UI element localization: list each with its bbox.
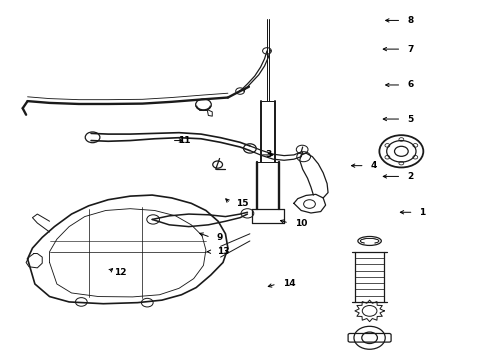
Text: 12: 12 bbox=[114, 268, 126, 277]
Text: 3: 3 bbox=[266, 150, 272, 159]
Text: 7: 7 bbox=[407, 45, 414, 54]
Text: 6: 6 bbox=[407, 81, 414, 90]
Text: 14: 14 bbox=[283, 279, 295, 288]
Text: 4: 4 bbox=[370, 161, 377, 170]
Text: 11: 11 bbox=[177, 136, 190, 145]
Text: 9: 9 bbox=[217, 233, 223, 242]
Text: 5: 5 bbox=[407, 114, 414, 123]
Text: 2: 2 bbox=[407, 172, 414, 181]
Text: 15: 15 bbox=[236, 199, 249, 208]
Text: 13: 13 bbox=[217, 247, 229, 256]
Text: 10: 10 bbox=[295, 219, 307, 228]
Text: 1: 1 bbox=[419, 208, 426, 217]
Text: 8: 8 bbox=[407, 16, 414, 25]
